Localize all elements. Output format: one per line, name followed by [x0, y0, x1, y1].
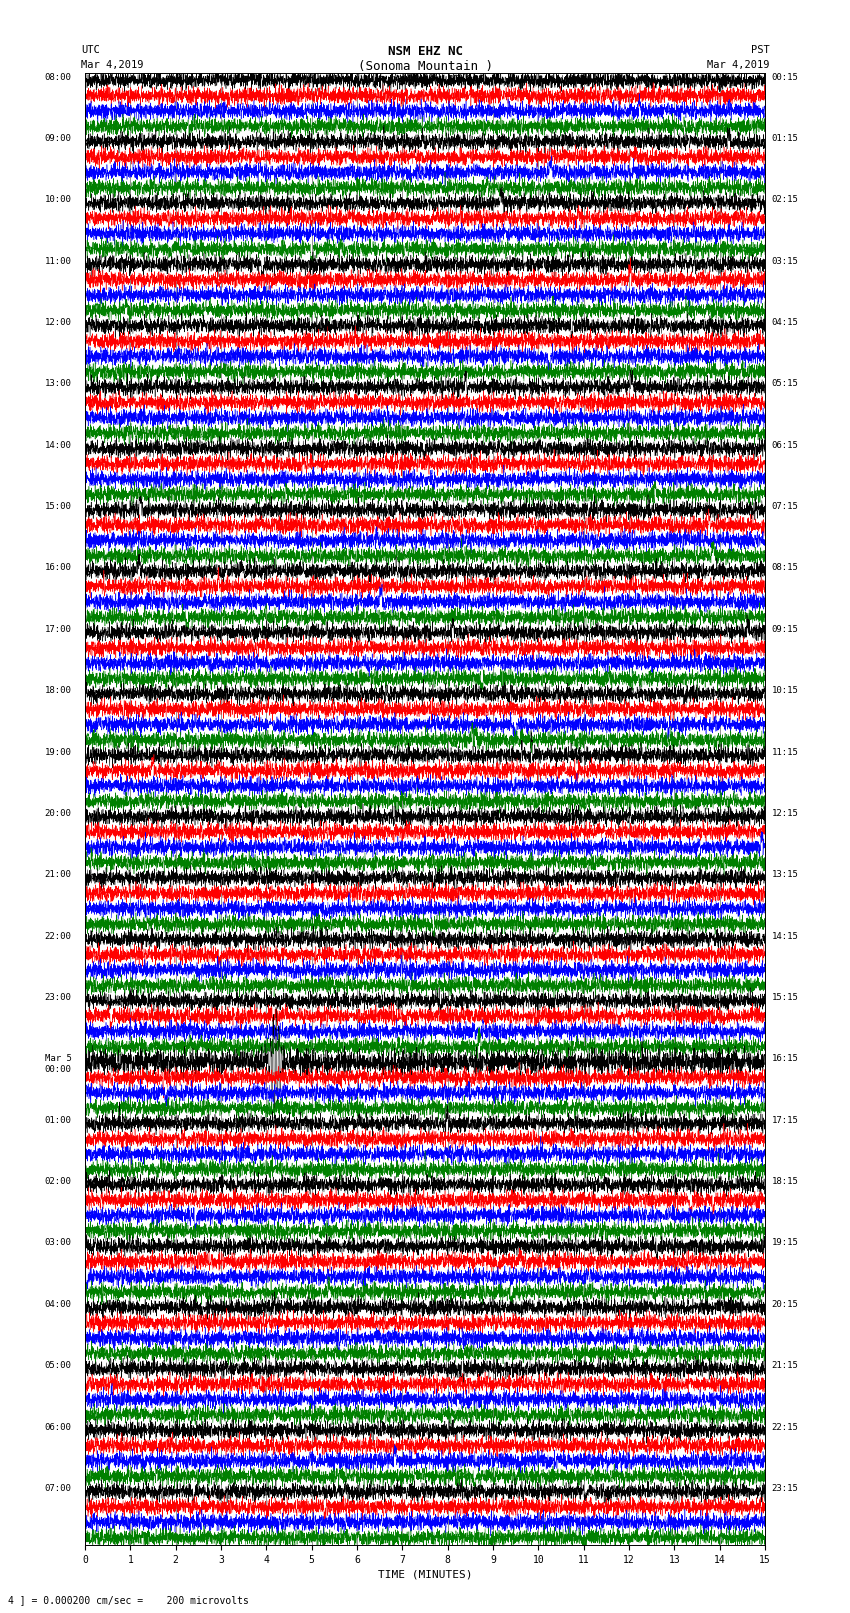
Text: I = 0.000200 cm/sec: I = 0.000200 cm/sec: [366, 73, 484, 82]
Text: (Sonoma Mountain ): (Sonoma Mountain ): [358, 60, 492, 73]
Text: 15:00: 15:00: [44, 502, 71, 511]
Text: PST: PST: [751, 45, 769, 55]
Text: 08:00: 08:00: [44, 73, 71, 82]
Text: 06:00: 06:00: [44, 1423, 71, 1431]
Text: 11:00: 11:00: [44, 256, 71, 266]
Text: 12:15: 12:15: [772, 810, 799, 818]
Text: 06:15: 06:15: [772, 440, 799, 450]
Text: 16:00: 16:00: [44, 563, 71, 573]
Text: Mar 4,2019: Mar 4,2019: [706, 60, 769, 69]
Text: 18:15: 18:15: [772, 1177, 799, 1186]
Text: 02:00: 02:00: [44, 1177, 71, 1186]
Text: 03:00: 03:00: [44, 1239, 71, 1247]
Text: 10:15: 10:15: [772, 686, 799, 695]
Text: 01:15: 01:15: [772, 134, 799, 144]
X-axis label: TIME (MINUTES): TIME (MINUTES): [377, 1569, 473, 1579]
Text: 01:00: 01:00: [44, 1116, 71, 1124]
Text: 22:15: 22:15: [772, 1423, 799, 1431]
Text: 22:00: 22:00: [44, 932, 71, 940]
Text: 17:00: 17:00: [44, 624, 71, 634]
Text: Mar 4,2019: Mar 4,2019: [81, 60, 144, 69]
Text: 11:15: 11:15: [772, 747, 799, 756]
Text: 15:15: 15:15: [772, 994, 799, 1002]
Text: 21:00: 21:00: [44, 871, 71, 879]
Text: 19:15: 19:15: [772, 1239, 799, 1247]
Text: 16:15: 16:15: [772, 1055, 799, 1063]
Text: 10:00: 10:00: [44, 195, 71, 205]
Text: 08:15: 08:15: [772, 563, 799, 573]
Text: 03:15: 03:15: [772, 256, 799, 266]
Text: 04:15: 04:15: [772, 318, 799, 327]
Text: 13:00: 13:00: [44, 379, 71, 389]
Text: 20:00: 20:00: [44, 810, 71, 818]
Text: Mar 5
00:00: Mar 5 00:00: [44, 1055, 71, 1074]
Text: 19:00: 19:00: [44, 747, 71, 756]
Text: 09:00: 09:00: [44, 134, 71, 144]
Text: 20:15: 20:15: [772, 1300, 799, 1308]
Text: NSM EHZ NC: NSM EHZ NC: [388, 45, 462, 58]
Text: 05:15: 05:15: [772, 379, 799, 389]
Text: 14:00: 14:00: [44, 440, 71, 450]
Text: 02:15: 02:15: [772, 195, 799, 205]
Text: UTC: UTC: [81, 45, 99, 55]
Text: 23:15: 23:15: [772, 1484, 799, 1494]
Text: 12:00: 12:00: [44, 318, 71, 327]
Text: 17:15: 17:15: [772, 1116, 799, 1124]
Text: 13:15: 13:15: [772, 871, 799, 879]
Text: 04:00: 04:00: [44, 1300, 71, 1308]
Text: 09:15: 09:15: [772, 624, 799, 634]
Text: 4 ] = 0.000200 cm/sec =    200 microvolts: 4 ] = 0.000200 cm/sec = 200 microvolts: [8, 1595, 249, 1605]
Text: 07:15: 07:15: [772, 502, 799, 511]
Text: 21:15: 21:15: [772, 1361, 799, 1369]
Text: 14:15: 14:15: [772, 932, 799, 940]
Text: 05:00: 05:00: [44, 1361, 71, 1369]
Text: 00:15: 00:15: [772, 73, 799, 82]
Text: 07:00: 07:00: [44, 1484, 71, 1494]
Text: 23:00: 23:00: [44, 994, 71, 1002]
Text: 18:00: 18:00: [44, 686, 71, 695]
